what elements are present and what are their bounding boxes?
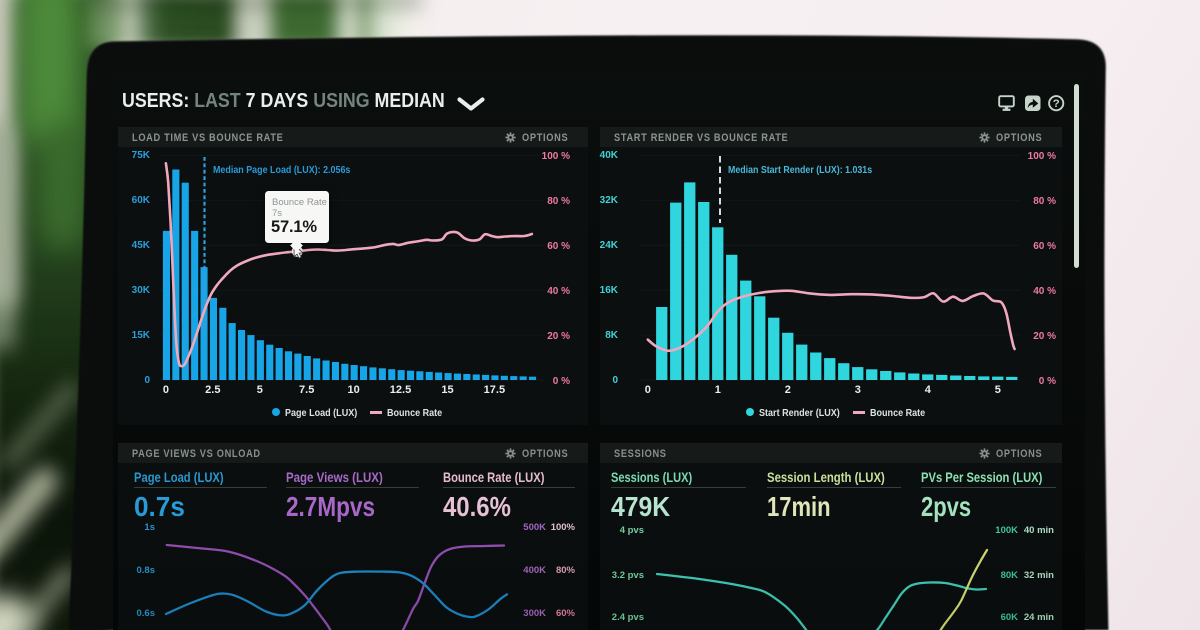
svg-text:?: ? <box>1053 98 1060 110</box>
